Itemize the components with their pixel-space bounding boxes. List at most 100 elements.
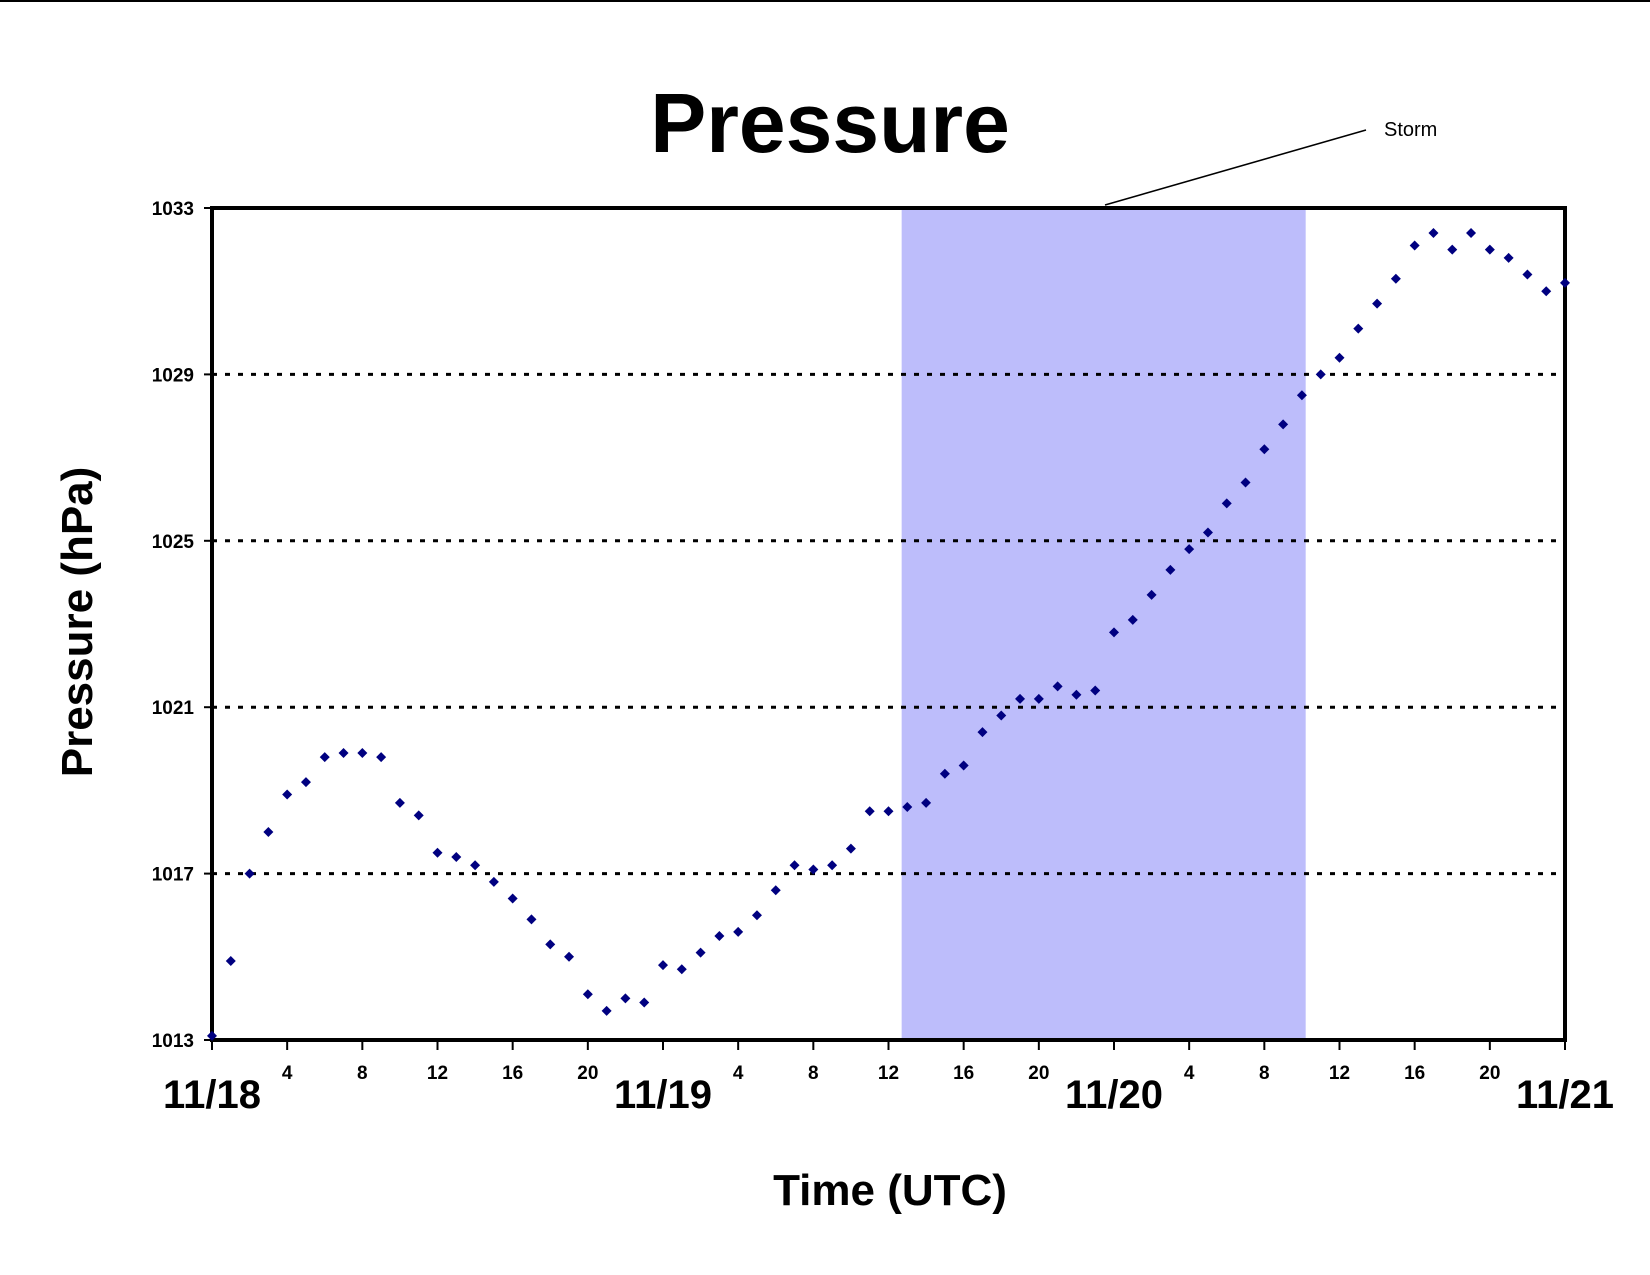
- data-point: [620, 993, 631, 1004]
- data-point: [1090, 685, 1101, 696]
- data-point: [601, 1005, 612, 1016]
- data-point: [263, 827, 274, 837]
- x-tick-label: 20: [577, 1063, 598, 1084]
- data-point: [394, 797, 405, 808]
- data-point: [319, 752, 330, 763]
- data-point: [676, 964, 687, 975]
- plot-frame: [210, 206, 1567, 1042]
- data-point: [470, 860, 481, 871]
- date-label: 11/20: [1065, 1073, 1163, 1117]
- x-tick-label: 16: [1404, 1063, 1425, 1084]
- x-tick-label: 20: [1028, 1063, 1049, 1084]
- data-point: [545, 939, 556, 950]
- date-label: 11/18: [163, 1073, 261, 1117]
- data-point: [733, 926, 744, 937]
- data-point: [564, 951, 575, 962]
- date-label: 11/19: [614, 1073, 712, 1117]
- data-point: [1165, 564, 1176, 575]
- data-point: [695, 947, 706, 958]
- data-point: [1315, 369, 1326, 380]
- data-point: [1541, 286, 1552, 297]
- data-point: [751, 910, 762, 921]
- data-point: [1334, 352, 1345, 363]
- data-point: [1278, 419, 1289, 430]
- y-tick-label: 1025: [152, 532, 195, 553]
- x-tick-label: 12: [427, 1063, 448, 1084]
- data-point: [1353, 323, 1364, 334]
- data-point: [1296, 390, 1307, 401]
- data-point: [1202, 527, 1213, 538]
- data-point: [507, 893, 518, 904]
- chart-title: Pressure: [650, 76, 1010, 170]
- storm-annotation-leader: [1104, 129, 1367, 206]
- data-point: [413, 810, 424, 821]
- data-point: [582, 989, 593, 1000]
- data-point: [488, 876, 499, 887]
- y-axis-title: Pressure (hPa): [53, 467, 102, 778]
- data-point: [996, 710, 1007, 721]
- data-point: [902, 802, 913, 813]
- data-point: [432, 847, 443, 858]
- data-point: [808, 864, 819, 875]
- x-tick-label: 12: [1329, 1063, 1350, 1084]
- data-point: [1184, 544, 1195, 555]
- data-point: [883, 806, 894, 817]
- x-tick-label: 4: [282, 1063, 293, 1084]
- data-point: [1447, 244, 1458, 255]
- data-point: [864, 806, 875, 817]
- data-point: [714, 931, 725, 941]
- data-point: [1052, 681, 1063, 692]
- data-point: [1503, 252, 1514, 263]
- data-point: [1522, 269, 1533, 280]
- x-tick-label: 16: [953, 1063, 974, 1084]
- data-point: [1390, 273, 1401, 284]
- storm-shaded-region: [901, 208, 1306, 1040]
- x-tick-label: 8: [808, 1063, 819, 1084]
- data-point: [282, 789, 293, 800]
- data-point: [1428, 227, 1439, 238]
- data-point: [658, 960, 668, 971]
- data-point: [1240, 477, 1251, 488]
- data-point: [770, 885, 781, 896]
- data-point: [244, 868, 255, 879]
- data-point: [1259, 444, 1270, 455]
- data-point: [1372, 298, 1383, 309]
- y-tick-label: 1017: [152, 865, 194, 886]
- data-point: [845, 843, 856, 854]
- x-tick-label: 12: [878, 1063, 899, 1084]
- data-point: [789, 860, 800, 871]
- y-tick-label: 1013: [152, 1031, 194, 1052]
- data-point: [1109, 627, 1119, 638]
- data-point: [1409, 240, 1420, 251]
- data-point: [1033, 693, 1044, 704]
- data-point: [225, 955, 236, 966]
- data-point: [526, 914, 537, 925]
- data-point: [451, 851, 462, 862]
- data-point: [827, 860, 838, 871]
- date-label: 11/21: [1516, 1073, 1614, 1117]
- data-point: [1221, 498, 1232, 509]
- x-tick-label: 8: [1259, 1063, 1270, 1084]
- data-point: [1466, 227, 1477, 238]
- data-point: [977, 727, 988, 738]
- storm-annotation-label: Storm: [1384, 119, 1437, 141]
- x-tick-label: 4: [733, 1063, 744, 1084]
- data-point: [376, 752, 387, 763]
- data-point: [207, 1030, 217, 1041]
- top-border-line: [0, 0, 1650, 2]
- data-point: [300, 777, 311, 788]
- data-point: [1484, 244, 1495, 255]
- data-point: [958, 760, 969, 771]
- x-tick-label: 8: [357, 1063, 368, 1084]
- data-point: [639, 997, 650, 1008]
- data-point: [338, 747, 349, 758]
- x-tick-label: 16: [502, 1063, 523, 1084]
- data-point: [939, 768, 950, 779]
- x-tick-label: 4: [1184, 1063, 1195, 1084]
- data-point: [1015, 693, 1026, 704]
- data-point: [1560, 277, 1570, 288]
- x-tick-label: 20: [1479, 1063, 1500, 1084]
- data-point: [357, 747, 368, 758]
- y-tick-label: 1029: [152, 365, 194, 386]
- data-point: [1071, 689, 1082, 700]
